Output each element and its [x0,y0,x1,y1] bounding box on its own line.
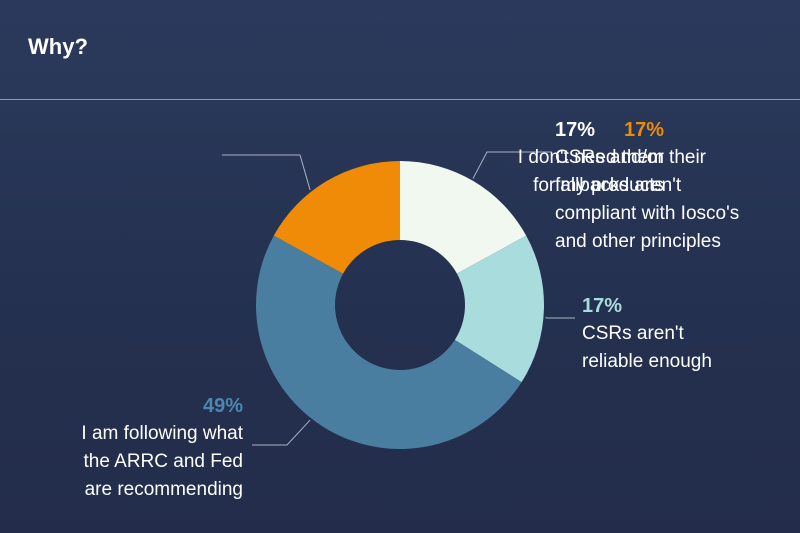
donut-slice [256,235,522,449]
slice-description: I am following what the ARRC and Fed are… [81,423,243,500]
donut-slice [273,161,400,274]
slice-label-not-reliable: 17% CSRs aren't reliable enough [582,292,782,376]
title-divider [0,99,800,100]
slice-description: CSRs and/or their fallbacks aren't compl… [555,147,740,252]
slice-description: I don't need them for my products [517,147,664,196]
slice-label-following-arrc: 49% I am following what the ARRC and Fed… [50,392,243,504]
leader-line [222,154,311,191]
leader-line [472,151,552,179]
slice-percent: 17% [555,119,596,141]
slice-percent: 17% [582,295,623,317]
slice-label-dont-need: 17% I don't need them for my products [445,116,664,200]
donut-slice [454,235,544,383]
leader-line [252,419,311,446]
donut-slice [400,161,527,274]
slice-description: CSRs aren't reliable enough [582,323,712,372]
slice-percent: 49% [202,395,243,417]
slice-label-not-compliant: 17% CSRs and/or their fallbacks aren't c… [555,116,785,256]
slice-percent: 17% [623,119,664,141]
chart-title: Why? [28,34,88,59]
